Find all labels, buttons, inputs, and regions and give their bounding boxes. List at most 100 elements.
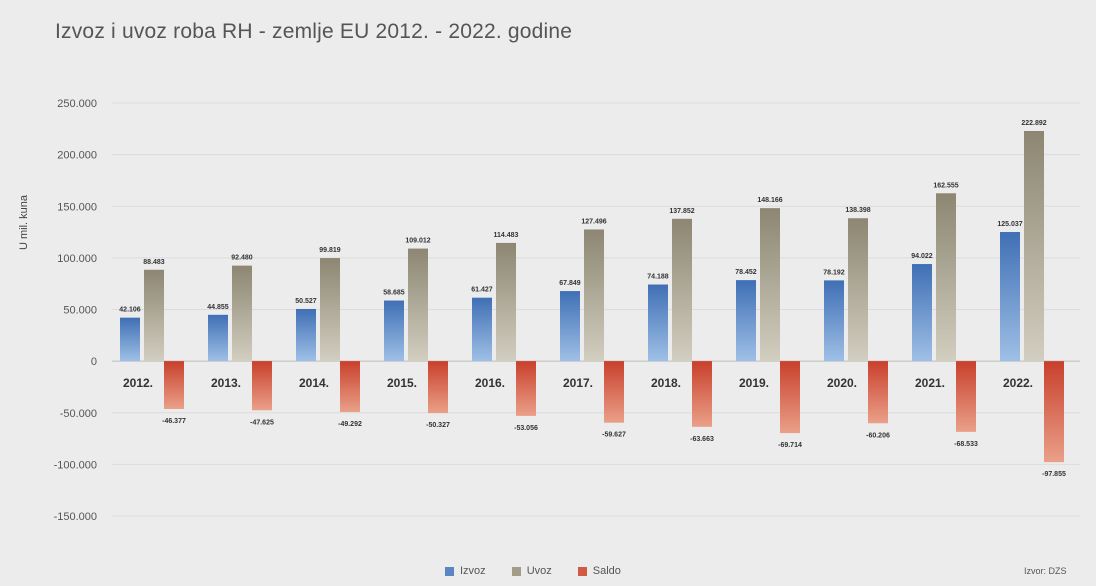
legend-item-izvoz: Izvoz: [445, 565, 486, 577]
bar-saldo: [516, 361, 536, 416]
y-tick-label: 0: [91, 356, 97, 368]
bar-saldo: [252, 361, 272, 411]
x-tick-label: 2013.: [211, 376, 241, 390]
bar-izvoz: [208, 314, 228, 362]
bar-saldo: [604, 361, 624, 423]
bar-izvoz: [824, 280, 844, 362]
x-tick-label: 2016.: [475, 376, 505, 390]
data-label-izvoz: 67.849: [559, 280, 581, 287]
bar-saldo: [868, 361, 888, 424]
bar-saldo: [956, 361, 976, 432]
bar-uvoz: [1024, 130, 1044, 362]
data-label-izvoz: 74.188: [647, 274, 669, 281]
data-label-saldo: -49.292: [338, 421, 362, 428]
x-tick-label: 2021.: [915, 376, 945, 390]
bar-saldo: [428, 361, 448, 414]
data-label-uvoz: 99.819: [319, 247, 341, 254]
bar-izvoz: [560, 291, 580, 362]
y-tick-label: 200.000: [57, 150, 97, 162]
data-label-uvoz: 138.398: [845, 207, 870, 214]
x-tick-label: 2020.: [827, 376, 857, 390]
bar-saldo: [340, 361, 360, 413]
x-tick-label: 2012.: [123, 376, 153, 390]
legend-label-uvoz: Uvoz: [526, 565, 552, 577]
bar-saldo: [1044, 361, 1064, 463]
bar-uvoz: [408, 248, 428, 362]
data-label-uvoz: 109.012: [405, 238, 430, 245]
x-tick-label: 2017.: [563, 376, 593, 390]
y-tick-label: -150.000: [54, 511, 97, 523]
bar-izvoz: [472, 297, 492, 362]
legend-label-izvoz: Izvoz: [460, 565, 486, 577]
data-label-saldo: -59.627: [602, 432, 626, 439]
bar-izvoz: [736, 280, 756, 362]
data-label-izvoz: 94.022: [911, 253, 933, 260]
y-tick-label: -50.000: [60, 408, 97, 420]
bar-izvoz: [648, 284, 668, 362]
y-tick-label: 50.000: [63, 305, 97, 317]
x-tick-label: 2014.: [299, 376, 329, 390]
x-tick-label: 2015.: [387, 376, 417, 390]
data-label-izvoz: 50.527: [295, 298, 317, 305]
x-tick-label: 2018.: [651, 376, 681, 390]
legend-swatch-uvoz: [511, 566, 521, 576]
y-tick-label: -100.000: [54, 459, 97, 471]
data-label-saldo: -47.625: [250, 419, 274, 426]
data-label-saldo: -69.714: [778, 442, 802, 449]
bar-izvoz: [912, 264, 932, 362]
data-label-uvoz: 148.166: [757, 197, 782, 204]
bar-izvoz: [1000, 232, 1020, 362]
data-label-saldo: -97.855: [1042, 471, 1066, 478]
legend-swatch-izvoz: [445, 566, 454, 576]
x-tick-label: 2019.: [739, 376, 769, 390]
bar-uvoz: [848, 218, 868, 362]
bar-uvoz: [232, 265, 252, 362]
bar-izvoz: [296, 308, 316, 362]
source-note: Izvor: DZS: [1024, 566, 1067, 576]
legend-label-saldo: Saldo: [592, 565, 621, 577]
data-label-uvoz: 162.555: [933, 182, 958, 189]
data-label-saldo: -68.533: [954, 441, 978, 448]
bar-uvoz: [496, 242, 516, 362]
bar-saldo: [780, 361, 800, 434]
legend-swatch-saldo: [577, 566, 587, 576]
y-tick-label: 250.000: [57, 98, 97, 110]
data-label-uvoz: 88.483: [143, 259, 165, 266]
y-tick-label: 100.000: [57, 253, 97, 265]
bar-uvoz: [936, 193, 956, 362]
y-tick-label: 150.000: [57, 201, 97, 213]
legend-item-saldo: Saldo: [577, 565, 621, 577]
bar-uvoz: [320, 258, 340, 362]
data-label-izvoz: 61.427: [471, 287, 493, 294]
data-label-izvoz: 44.855: [207, 304, 229, 311]
data-label-uvoz: 114.483: [494, 232, 519, 239]
bar-saldo: [692, 361, 712, 427]
data-label-saldo: -46.377: [162, 418, 186, 425]
data-label-uvoz: 92.480: [231, 255, 253, 262]
bar-uvoz: [584, 229, 604, 362]
data-label-saldo: -60.206: [866, 432, 890, 439]
bar-uvoz: [672, 218, 692, 362]
data-label-izvoz: 78.452: [735, 269, 757, 276]
legend-item-uvoz: Uvoz: [511, 565, 552, 577]
bar-izvoz: [120, 317, 140, 362]
bar-uvoz: [760, 208, 780, 362]
data-label-uvoz: 127.496: [581, 218, 606, 225]
x-tick-label: 2022.: [1003, 376, 1033, 390]
chart-title: Izvoz i uvoz roba RH - zemlje EU 2012. -…: [55, 20, 573, 43]
data-label-uvoz: 222.892: [1021, 120, 1046, 127]
data-label-saldo: -63.663: [690, 436, 714, 443]
data-label-izvoz: 78.192: [823, 269, 845, 276]
data-label-izvoz: 125.037: [997, 221, 1022, 228]
data-label-saldo: -50.327: [426, 422, 450, 429]
data-label-saldo: -53.056: [514, 425, 538, 432]
bar-saldo: [164, 361, 184, 410]
data-label-uvoz: 137.852: [669, 208, 694, 215]
data-label-izvoz: 42.106: [119, 307, 141, 314]
data-label-izvoz: 58.685: [383, 290, 405, 297]
bar-izvoz: [384, 300, 404, 362]
bar-uvoz: [144, 269, 164, 362]
legend: Izvoz Uvoz Saldo: [445, 565, 621, 577]
